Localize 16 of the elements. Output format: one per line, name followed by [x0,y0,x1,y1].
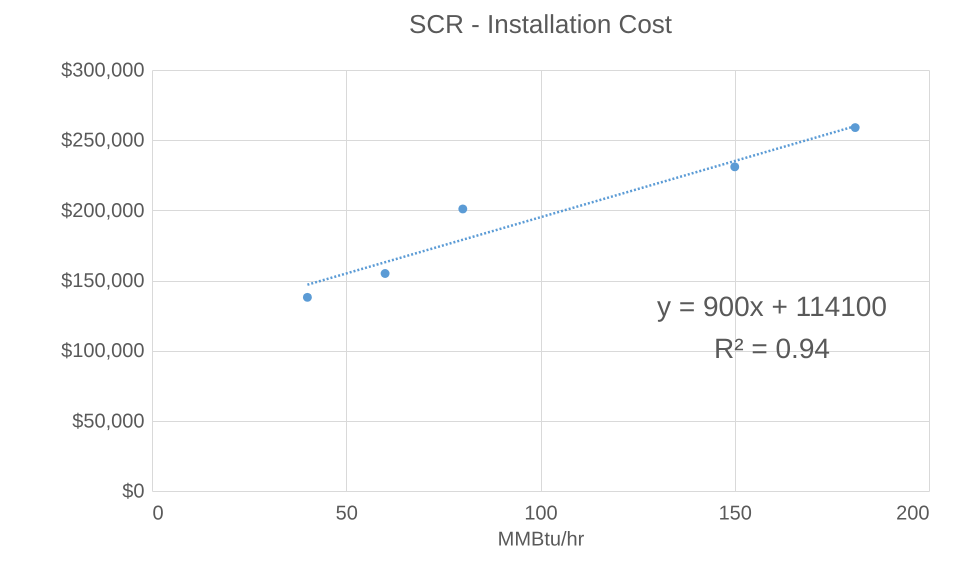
y-tick-label: $300,000 [61,60,144,82]
annotation: y = 900x + 114100 [657,291,887,322]
y-tick-label: $50,000 [72,410,144,432]
x-tick-label: 150 [718,502,752,524]
y-tick-label: $150,000 [61,270,144,292]
y-tick-label: $200,000 [61,200,144,222]
x-tick-label: 100 [524,502,558,524]
x-tick-label: 0 [152,502,164,524]
y-tick-label: $250,000 [61,130,144,152]
chart-title: SCR - Installation Cost [409,9,673,39]
x-tick-label: 200 [896,502,930,524]
annotation: R² = 0.94 [714,333,830,364]
y-tick-label: $100,000 [61,340,144,362]
x-tick-label: 50 [336,502,358,524]
x-axis-title: MMBtu/hr [498,528,585,550]
y-tick-label: $0 [122,480,144,502]
